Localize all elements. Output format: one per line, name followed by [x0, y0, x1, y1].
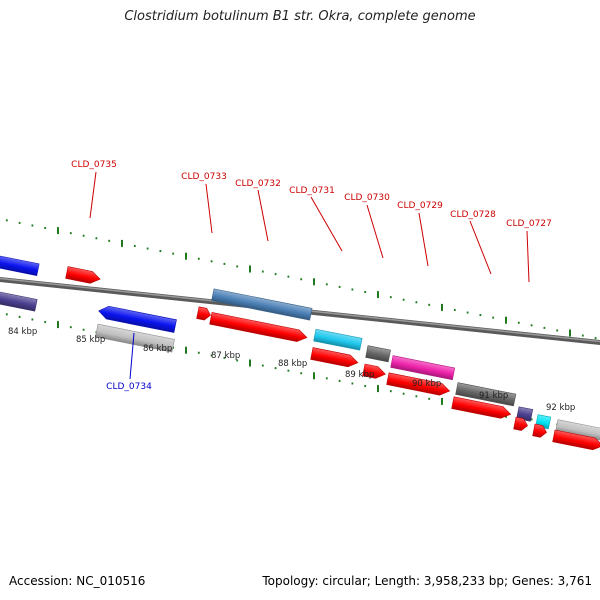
cog-feature-7 [516, 406, 534, 422]
forward-cds-2-shape [196, 306, 211, 321]
cog-feature-9 [555, 419, 600, 441]
forward-cds-4-shape [310, 347, 359, 368]
cog-feature-5-shape [390, 355, 456, 381]
kbp-label: 89 kbp [345, 370, 374, 380]
forward-cds-6 [386, 372, 451, 396]
upper-tick-track [5, 219, 597, 340]
gene-label: CLD_0734 [106, 382, 152, 392]
cog-feature-2 [211, 288, 313, 321]
reverse-feature-1-shape [0, 290, 38, 312]
gene-label: CLD_0728 [450, 210, 496, 220]
kbp-label: 92 kbp [546, 403, 575, 413]
kbp-label: 90 kbp [412, 379, 441, 389]
gene-label: CLD_0729 [397, 201, 443, 211]
label-leader-line [257, 189, 269, 242]
accession-label: Accession: NC_010516 [9, 574, 146, 588]
label-leader-line [366, 204, 384, 259]
cog-feature-6-shape [455, 382, 517, 407]
cog-feature-6 [455, 382, 517, 407]
genome-summary: Topology: circular; Length: 3,958,233 bp… [262, 574, 592, 588]
kbp-label: 84 kbp [8, 327, 37, 337]
forward-cds-4 [310, 347, 359, 368]
forward-cds-10 [552, 429, 600, 451]
reverse-feature-1 [0, 290, 38, 312]
cog-feature-3-shape [313, 328, 363, 351]
reverse-feature-2 [98, 305, 177, 333]
reverse-feature-3 [95, 323, 175, 353]
cog-feature-1-shape [0, 254, 40, 276]
kbp-label: 86 kbp [143, 344, 172, 354]
forward-cds-8-shape [513, 416, 528, 431]
forward-cds-9 [532, 423, 547, 438]
forward-cds-8 [513, 416, 528, 431]
forward-cds-9-shape [532, 423, 547, 438]
forward-cds-3-shape [209, 312, 308, 342]
gene-label: CLD_0733 [181, 172, 227, 182]
label-leader-line [129, 332, 135, 380]
forward-cds-1-shape [65, 266, 101, 284]
label-leader-line [310, 196, 343, 252]
cog-feature-4 [365, 345, 391, 363]
gene-label: CLD_0727 [506, 219, 552, 229]
forward-cds-6-shape [386, 372, 451, 396]
label-leader-line [89, 171, 97, 219]
cog-feature-3 [313, 328, 363, 351]
cog-feature-4-shape [365, 345, 391, 363]
map-title: Clostridium botulinum B1 str. Okra, comp… [124, 9, 476, 24]
forward-cds-5-shape [362, 363, 386, 379]
forward-cds-1 [65, 266, 101, 284]
cog-feature-7-shape [516, 406, 534, 422]
gene-label: CLD_0732 [235, 179, 281, 189]
forward-cds-7-shape [451, 396, 512, 419]
cog-feature-2-shape [211, 288, 313, 321]
forward-cds-7 [451, 396, 512, 419]
forward-cds-5 [362, 363, 386, 379]
gene-label: CLD_0731 [289, 186, 335, 196]
kbp-label: 88 kbp [278, 359, 307, 369]
label-leader-line [418, 212, 429, 267]
cog-feature-5 [390, 355, 456, 381]
forward-cds-2 [196, 306, 211, 321]
kbp-label: 91 kbp [479, 391, 508, 401]
gene-label: CLD_0735 [71, 160, 117, 170]
gene-label: CLD_0730 [344, 193, 390, 203]
label-leader-line [205, 183, 213, 234]
label-leader-line [526, 230, 530, 283]
cog-feature-9-shape [555, 419, 600, 441]
forward-cds-3 [209, 312, 308, 342]
forward-cds-10-shape [552, 429, 600, 451]
kbp-label: 87 kbp [211, 351, 240, 361]
cog-feature-1 [0, 254, 40, 276]
label-leader-line [469, 220, 492, 275]
reverse-feature-3-shape [95, 323, 175, 353]
kbp-label: 85 kbp [76, 335, 105, 345]
reverse-feature-2-shape [98, 305, 177, 333]
